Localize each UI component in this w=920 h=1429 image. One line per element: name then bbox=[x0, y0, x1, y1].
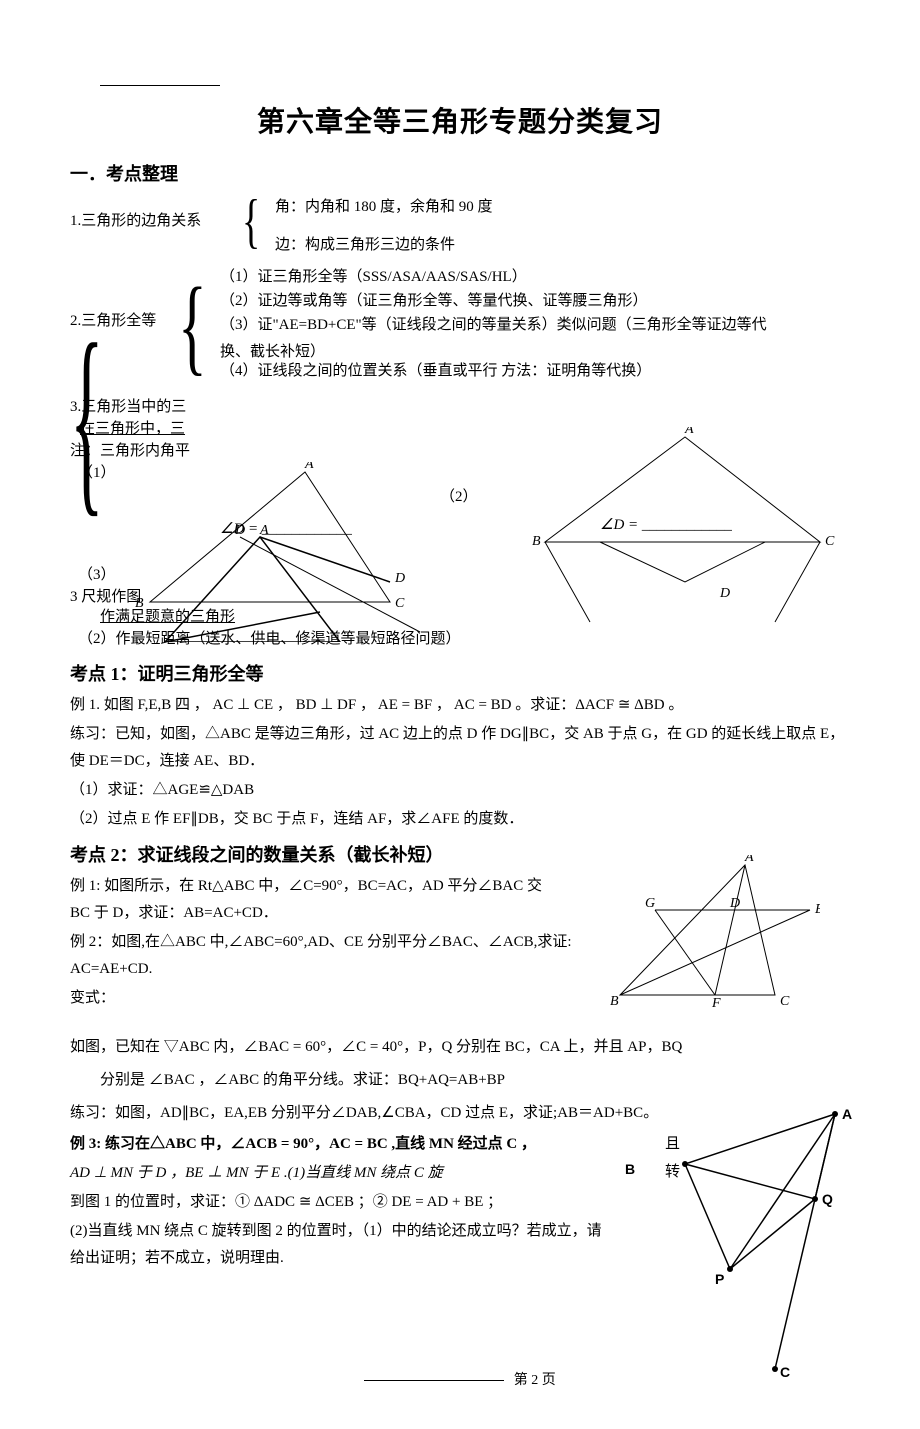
kp1-ex1: 例 1. 如图 F,E,B 四 ， AC ⊥ CE ， BD ⊥ DF ， AE… bbox=[70, 692, 850, 719]
kp2-ex3-d: (2)当直线 MN 绕点 C 旋转到图 2 的位置时，（1）中的结论还成立吗？若… bbox=[70, 1218, 610, 1272]
svg-text:P: P bbox=[715, 1271, 724, 1287]
kp2-var-text2: 分别是 ∠BAC ，∠ABC 的角平分线。求证：BQ+AQ=AB+BP bbox=[100, 1067, 850, 1094]
kp1-practice: 练习：已知，如图，△ABC 是等边三角形，过 AC 边上的点 D 作 DG∥BC… bbox=[70, 721, 850, 775]
svg-text:A: A bbox=[744, 855, 754, 865]
svg-text:F: F bbox=[711, 996, 721, 1011]
svg-text:A: A bbox=[684, 427, 694, 437]
brace-2: { bbox=[178, 264, 207, 388]
svg-text:D: D bbox=[394, 571, 405, 586]
svg-text:C: C bbox=[395, 596, 405, 611]
svg-text:D: D bbox=[729, 896, 740, 911]
page-title: 第六章全等三角形专题分类复习 bbox=[70, 100, 850, 140]
ex3-label-B: B bbox=[625, 1161, 635, 1177]
svg-text:Q: Q bbox=[822, 1191, 833, 1207]
n1: （1） bbox=[78, 460, 116, 487]
item2-b: （2）证边等或角等（证三角形全等、等量代换、证等腰三角形） bbox=[220, 288, 648, 315]
svg-text:B: B bbox=[610, 994, 619, 1009]
kp1-heading: 考点 1：证明三角形全等 bbox=[70, 660, 850, 686]
svg-text:B: B bbox=[532, 534, 541, 549]
angle-d1: ∠D = ____________ bbox=[220, 516, 352, 543]
kp2-ex3-b: AD ⊥ MN 于 D ，BE ⊥ MN 于 E .(1)当直线 MN 绕点 C… bbox=[70, 1165, 443, 1181]
svg-text:G: G bbox=[645, 896, 655, 911]
item3-sub2: （2）作最短距离（送水、供电、修渠道等最短路径问题） bbox=[78, 626, 461, 653]
svg-text:D: D bbox=[719, 586, 730, 601]
kp2-ex2: 例 2：如图,在△ABC 中,∠ABC=60°,AD、CE 分别平分∠BAC、∠… bbox=[70, 929, 630, 983]
footer-rule bbox=[364, 1380, 504, 1381]
svg-text:C: C bbox=[780, 994, 790, 1009]
item1-b: 边：构成三角形三边的条件 bbox=[275, 232, 455, 259]
svg-text:A: A bbox=[842, 1109, 852, 1122]
kp2-triangle-diagram: A G D E B F C bbox=[600, 855, 820, 1015]
brace-1: { bbox=[242, 187, 260, 257]
top-rule bbox=[100, 85, 220, 86]
svg-text:E: E bbox=[814, 902, 820, 917]
kp2-ex3-c: 到图 1 的位置时，求证：① ΔADC ≅ ΔCEB ；② DE = AD + … bbox=[70, 1189, 630, 1216]
n2: （2） bbox=[440, 484, 478, 511]
svg-text:A: A bbox=[304, 462, 314, 472]
item1-label: 1.三角形的边角关系 bbox=[70, 208, 201, 235]
svg-text:C: C bbox=[825, 534, 835, 549]
kp1-p2: （2）过点 E 作 EF∥DB，交 BC 于点 F，连结 AF，求∠AFE 的度… bbox=[70, 806, 850, 833]
item2-a: （1）证三角形全等（SSS/ASA/AAS/SAS/HL） bbox=[220, 264, 527, 291]
item1-a: 角：内角和 180 度，余角和 90 度 bbox=[275, 194, 493, 221]
kp2-var-text: 如图，已知在 ▽ABC 内，∠BAC = 60°，∠C = 40°，P，Q 分别… bbox=[70, 1034, 850, 1061]
item2-d: （4）证线段之间的位置关系（垂直或平行 方法：证明角等代换） bbox=[220, 358, 651, 385]
angle-d2: ∠D = ____________ bbox=[600, 512, 732, 539]
section1-heading: 一．考点整理 bbox=[70, 160, 850, 186]
svg-text:C: C bbox=[780, 1364, 790, 1379]
kp2-ex1: 例 1: 如图所示，在 Rt△ABC 中，∠C=90°，BC=AC，AD 平分∠… bbox=[70, 873, 550, 927]
kp2-ex3-diagram: A Q P C bbox=[660, 1109, 860, 1379]
footer-text: 第 2 页 bbox=[514, 1373, 556, 1388]
kp2-ex3-a: 例 3: 练习在△ABC 中，∠ACB = 90°，AC = BC ,直线 MN… bbox=[70, 1136, 536, 1152]
kp1-p1: （1）求证：△AGE≌△DAB bbox=[70, 777, 850, 804]
